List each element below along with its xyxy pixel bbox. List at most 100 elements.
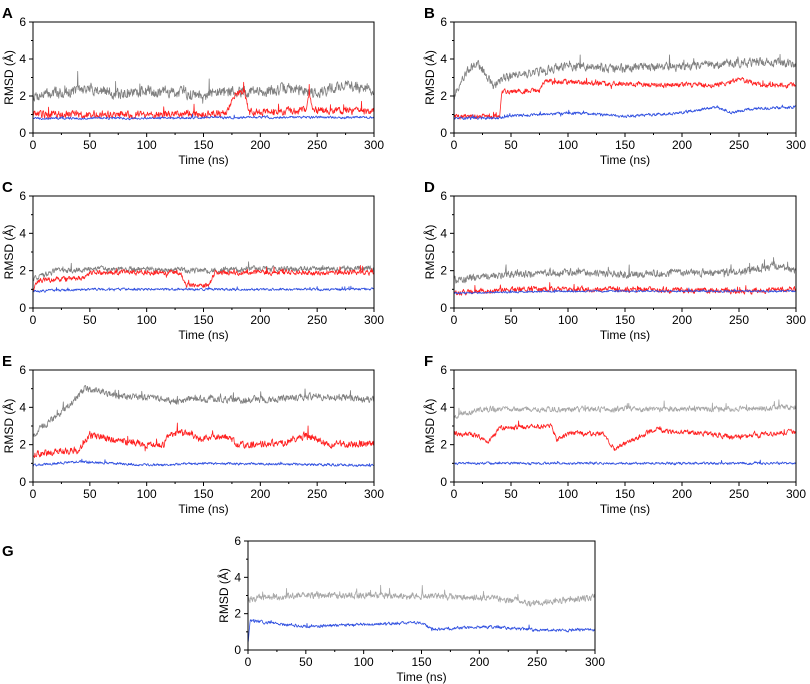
x-tick-label: 250 (729, 313, 749, 327)
panel-c: C 0 50 100 150 200 250 300 0 2 4 6 Time (ns) RMSD (Å) (1, 179, 384, 342)
panel-f: F 0 50 100 150 200 250 300 0 2 4 6 Time (ns) RMSD (Å) (422, 353, 806, 516)
series-red-line (454, 420, 796, 451)
x-tick-label: 50 (299, 655, 313, 669)
x-tick-label: 150 (193, 313, 213, 327)
panel-b: B 0 50 100 150 200 250 300 0 2 4 6 Time (ns) RMSD (Å) (422, 5, 806, 167)
y-tick-label: 6 (440, 189, 447, 203)
panel-g: G 0 50 100 150 200 250 300 0 2 4 6 Time (ns) RMSD (Å) (2, 534, 605, 684)
y-axis-title: RMSD (Å) (1, 399, 16, 454)
y-tick-label: 2 (19, 438, 26, 452)
x-axis-title: Time (ns) (178, 328, 228, 342)
y-axis-title: RMSD (Å) (1, 225, 16, 280)
y-tick-label: 2 (19, 89, 26, 103)
panel-letter: F (424, 353, 433, 370)
x-tick-label: 0 (30, 313, 37, 327)
panel-letter: D (424, 179, 435, 196)
series-gray-line (454, 257, 796, 284)
series-gray-line (33, 384, 374, 437)
x-axis-title: Time (ns) (600, 153, 650, 167)
x-tick-label: 250 (729, 138, 749, 152)
x-tick-label: 250 (307, 138, 327, 152)
x-tick-label: 200 (250, 313, 270, 327)
x-tick-label: 0 (30, 487, 37, 501)
x-tick-label: 200 (469, 655, 489, 669)
series-red-line (454, 282, 796, 296)
x-tick-label: 300 (786, 313, 806, 327)
panel-letter: E (2, 353, 12, 370)
x-tick-label: 50 (83, 138, 97, 152)
panel-letter: B (424, 5, 435, 22)
x-tick-label: 250 (307, 313, 327, 327)
x-tick-label: 0 (30, 138, 37, 152)
panel-d: D 0 50 100 150 200 250 300 0 2 4 6 Time (ns) RMSD (Å) (422, 179, 806, 342)
series-blue-line (454, 459, 796, 466)
y-tick-label: 2 (19, 264, 26, 278)
series-red-line (454, 77, 796, 120)
series-blue-line (33, 458, 374, 468)
y-tick-label: 6 (19, 15, 26, 29)
x-tick-label: 50 (504, 138, 518, 152)
y-tick-label: 0 (440, 301, 447, 315)
series-red-line (33, 81, 374, 120)
x-tick-label: 300 (585, 655, 605, 669)
x-axis-title: Time (ns) (600, 328, 650, 342)
x-tick-label: 100 (137, 487, 157, 501)
x-tick-label: 100 (558, 487, 578, 501)
x-tick-label: 100 (137, 138, 157, 152)
plot-frame (453, 369, 797, 483)
x-tick-label: 300 (364, 487, 384, 501)
x-tick-label: 200 (672, 138, 692, 152)
x-tick-label: 100 (354, 655, 374, 669)
x-tick-label: 300 (364, 138, 384, 152)
x-tick-label: 200 (250, 138, 270, 152)
x-axis-title: Time (ns) (178, 502, 228, 516)
y-tick-label: 4 (234, 570, 241, 584)
x-tick-label: 200 (250, 487, 270, 501)
y-tick-label: 2 (440, 264, 447, 278)
panel-a: A 0 50 100 150 200 250 300 0 2 4 6 Time (ns) RMSD (Å) (1, 5, 384, 167)
x-tick-label: 300 (786, 138, 806, 152)
series-blue-line (33, 285, 374, 293)
series-red-line (33, 265, 374, 291)
y-tick-label: 6 (234, 534, 241, 548)
x-axis-title: Time (ns) (396, 670, 446, 684)
x-tick-label: 300 (364, 313, 384, 327)
x-tick-label: 50 (83, 487, 97, 501)
y-axis-title: RMSD (Å) (216, 568, 231, 623)
series-blue-line (33, 113, 374, 121)
x-tick-label: 50 (504, 313, 518, 327)
x-axis-title: Time (ns) (600, 502, 650, 516)
x-tick-label: 0 (451, 487, 458, 501)
series-blue-line (454, 287, 796, 295)
y-tick-label: 6 (19, 363, 26, 377)
x-tick-label: 50 (504, 487, 518, 501)
x-tick-label: 150 (615, 313, 635, 327)
y-tick-label: 2 (440, 89, 447, 103)
series-gray-line (454, 54, 796, 100)
panel-letter: A (2, 5, 13, 22)
panel-e: E 0 50 100 150 200 250 300 0 2 4 6 Time (ns) RMSD (Å) (1, 353, 384, 516)
x-tick-label: 250 (307, 487, 327, 501)
y-tick-label: 4 (19, 226, 26, 240)
x-tick-label: 150 (615, 138, 635, 152)
x-tick-label: 100 (558, 138, 578, 152)
x-tick-label: 200 (672, 487, 692, 501)
y-tick-label: 0 (19, 301, 26, 315)
x-tick-label: 0 (245, 655, 252, 669)
x-tick-label: 0 (451, 313, 458, 327)
x-tick-label: 150 (193, 138, 213, 152)
series-gray-line (33, 71, 374, 104)
x-tick-label: 0 (451, 138, 458, 152)
series-red-line (33, 422, 374, 458)
y-tick-label: 0 (19, 475, 26, 489)
x-axis-title: Time (ns) (178, 153, 228, 167)
x-tick-label: 50 (83, 313, 97, 327)
x-tick-label: 150 (615, 487, 635, 501)
y-tick-label: 0 (440, 126, 447, 140)
y-tick-label: 0 (19, 126, 26, 140)
y-tick-label: 4 (440, 52, 447, 66)
y-axis-title: RMSD (Å) (422, 50, 437, 105)
y-tick-label: 6 (440, 363, 447, 377)
panel-letter: C (2, 179, 13, 196)
